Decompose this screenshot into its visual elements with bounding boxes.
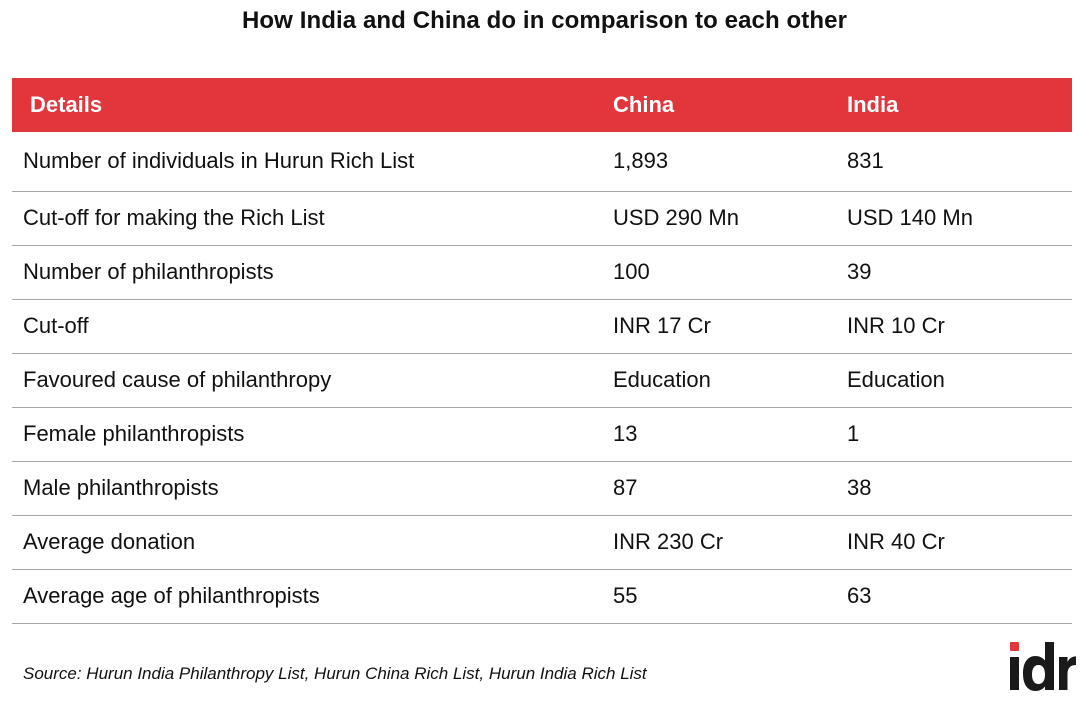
china-value: 1,893 [613,132,847,192]
idr-logo-icon [1010,642,1076,691]
row-label: Cut-off [12,299,613,354]
table-row: Cut-off INR 17 Cr INR 10 Cr [12,299,1072,354]
india-value: 831 [847,132,1072,192]
table-row: Average donation INR 230 Cr INR 40 Cr [12,515,1072,570]
row-label: Female philanthropists [12,407,613,462]
china-value: INR 230 Cr [613,515,847,570]
row-label: Average age of philanthropists [12,569,613,624]
table-row: Male philanthropists 87 38 [12,461,1072,516]
page-title: How India and China do in comparison to … [241,7,848,34]
china-value: USD 290 Mn [613,191,847,246]
china-value: 55 [613,569,847,624]
table-row: Number of individuals in Hurun Rich List… [12,132,1072,192]
table-row: Favoured cause of philanthropy Education… [12,353,1072,408]
header-china: China [613,92,675,117]
india-value: USD 140 Mn [847,191,1072,246]
table-row: Female philanthropists 13 1 [12,407,1072,462]
india-value: 63 [847,569,1072,624]
row-label: Cut-off for making the Rich List [12,191,613,246]
china-value: INR 17 Cr [613,299,847,354]
row-label: Number of individuals in Hurun Rich List [12,132,613,192]
china-value: 100 [613,245,847,300]
table-row: Cut-off for making the Rich List USD 290… [12,191,1072,246]
table-header-row: Details China India [12,78,1072,132]
china-value: 13 [613,407,847,462]
table-row: Number of philanthropists 100 39 [12,245,1072,300]
header-india: India [847,92,899,117]
india-value: 39 [847,245,1072,300]
china-value: Education [613,353,847,408]
row-label: Average donation [12,515,613,570]
india-value: 1 [847,407,1072,462]
source-note: Source: Hurun India Philanthropy List, H… [23,664,647,683]
comparison-table: Details China India Number of individual… [12,78,1072,624]
india-value: INR 40 Cr [847,515,1072,570]
india-value: INR 10 Cr [847,299,1072,354]
india-value: 38 [847,461,1072,516]
china-value: 87 [613,461,847,516]
row-label: Favoured cause of philanthropy [12,353,613,408]
header-details: Details [30,92,103,117]
table-row: Average age of philanthropists 55 63 [12,569,1072,624]
row-label: Number of philanthropists [12,245,613,300]
row-label: Male philanthropists [12,461,613,516]
india-value: Education [847,353,1072,408]
comparison-table-container: Details China India Number of individual… [12,78,1072,624]
